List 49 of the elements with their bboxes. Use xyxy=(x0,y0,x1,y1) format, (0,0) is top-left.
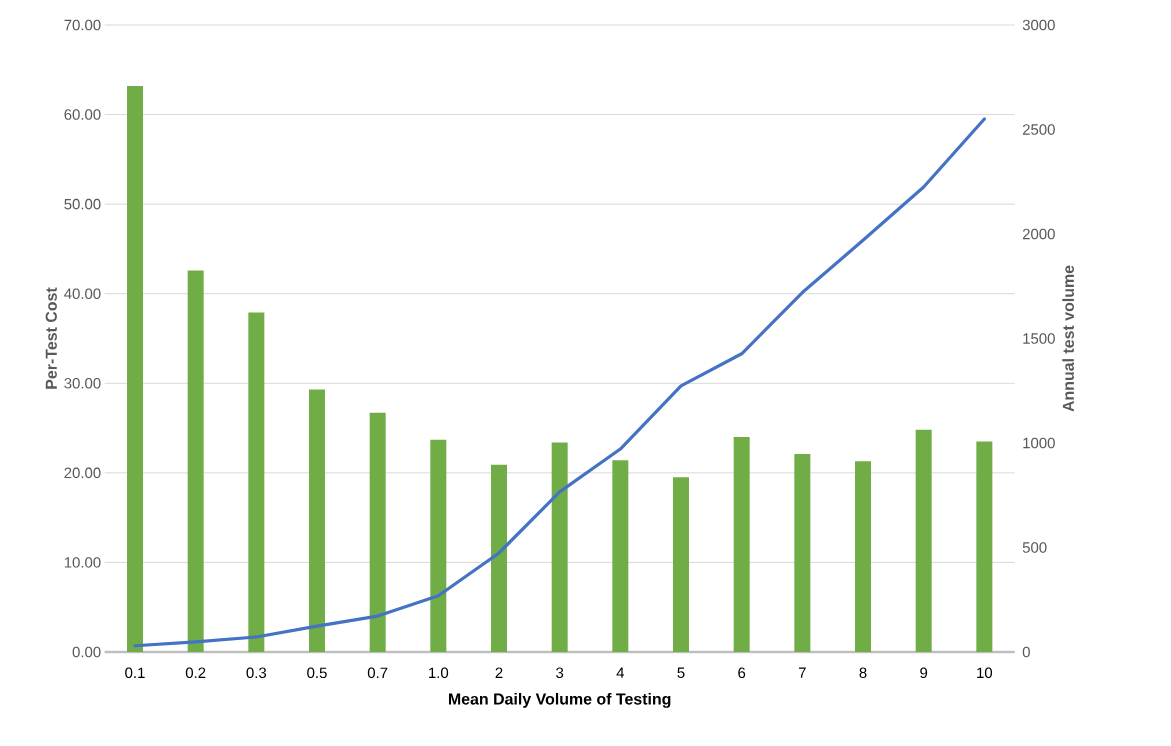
y2-tick-label: 0 xyxy=(1022,646,1030,658)
y2-tick-label: 3000 xyxy=(1022,19,1055,31)
bar xyxy=(248,312,265,652)
y-tick-label: 60.00 xyxy=(64,109,101,120)
x-tick-label: 4 xyxy=(616,667,625,678)
x-tick-label: 0.1 xyxy=(125,667,145,679)
bar xyxy=(187,270,204,652)
x-tick-label: 8 xyxy=(859,667,867,679)
bar xyxy=(309,389,325,652)
y2-tick-label: 500 xyxy=(1022,542,1047,553)
y2-tick-label: 1500 xyxy=(1023,333,1055,344)
bar xyxy=(733,437,750,652)
bar xyxy=(794,454,811,652)
x-tick-label: 0.5 xyxy=(307,667,327,679)
y-tick-label: 50.00 xyxy=(64,198,101,210)
bar xyxy=(551,442,568,652)
line-series xyxy=(133,117,986,648)
x-tick-label: 5 xyxy=(677,667,685,678)
x-tick-label: 3 xyxy=(556,667,564,679)
y-tick-label: 30.00 xyxy=(64,377,101,389)
bar xyxy=(491,464,507,652)
x-tick-label: 0.7 xyxy=(367,667,388,679)
bar xyxy=(855,461,872,652)
x-tick-label: 0.2 xyxy=(185,667,206,679)
x-axis-title: Mean Daily Volume of Testing xyxy=(448,692,671,708)
bar xyxy=(430,439,447,652)
x-tick-label: 10 xyxy=(977,667,993,679)
bar xyxy=(612,460,629,652)
y2-axis-title: Annual test volume xyxy=(1062,265,1074,412)
x-tick-label: 1.0 xyxy=(429,667,449,679)
x-tick-label: 7 xyxy=(798,667,806,678)
bar xyxy=(127,85,143,652)
bar xyxy=(976,441,993,652)
x-tick-label: 6 xyxy=(738,667,746,679)
y-tick-label: 40.00 xyxy=(64,288,101,299)
y-tick-label: 10.00 xyxy=(64,557,101,568)
x-tick-label: 9 xyxy=(920,667,928,679)
x-tick-label: 0.3 xyxy=(246,667,267,679)
y2-tick-label: 2500 xyxy=(1022,124,1055,135)
y-axis-title: Per-Test Cost xyxy=(45,287,57,389)
bar xyxy=(369,412,386,652)
y2-tick-label: 2000 xyxy=(1022,228,1055,240)
bar xyxy=(915,429,932,652)
y-tick-label: 20.00 xyxy=(64,467,101,479)
x-tick-label: 2 xyxy=(495,667,503,678)
y-tick-label: 70.00 xyxy=(64,19,101,31)
bar xyxy=(673,477,690,652)
y-tick-label: 0.00 xyxy=(72,646,101,658)
y2-tick-label: 1000 xyxy=(1023,437,1055,449)
